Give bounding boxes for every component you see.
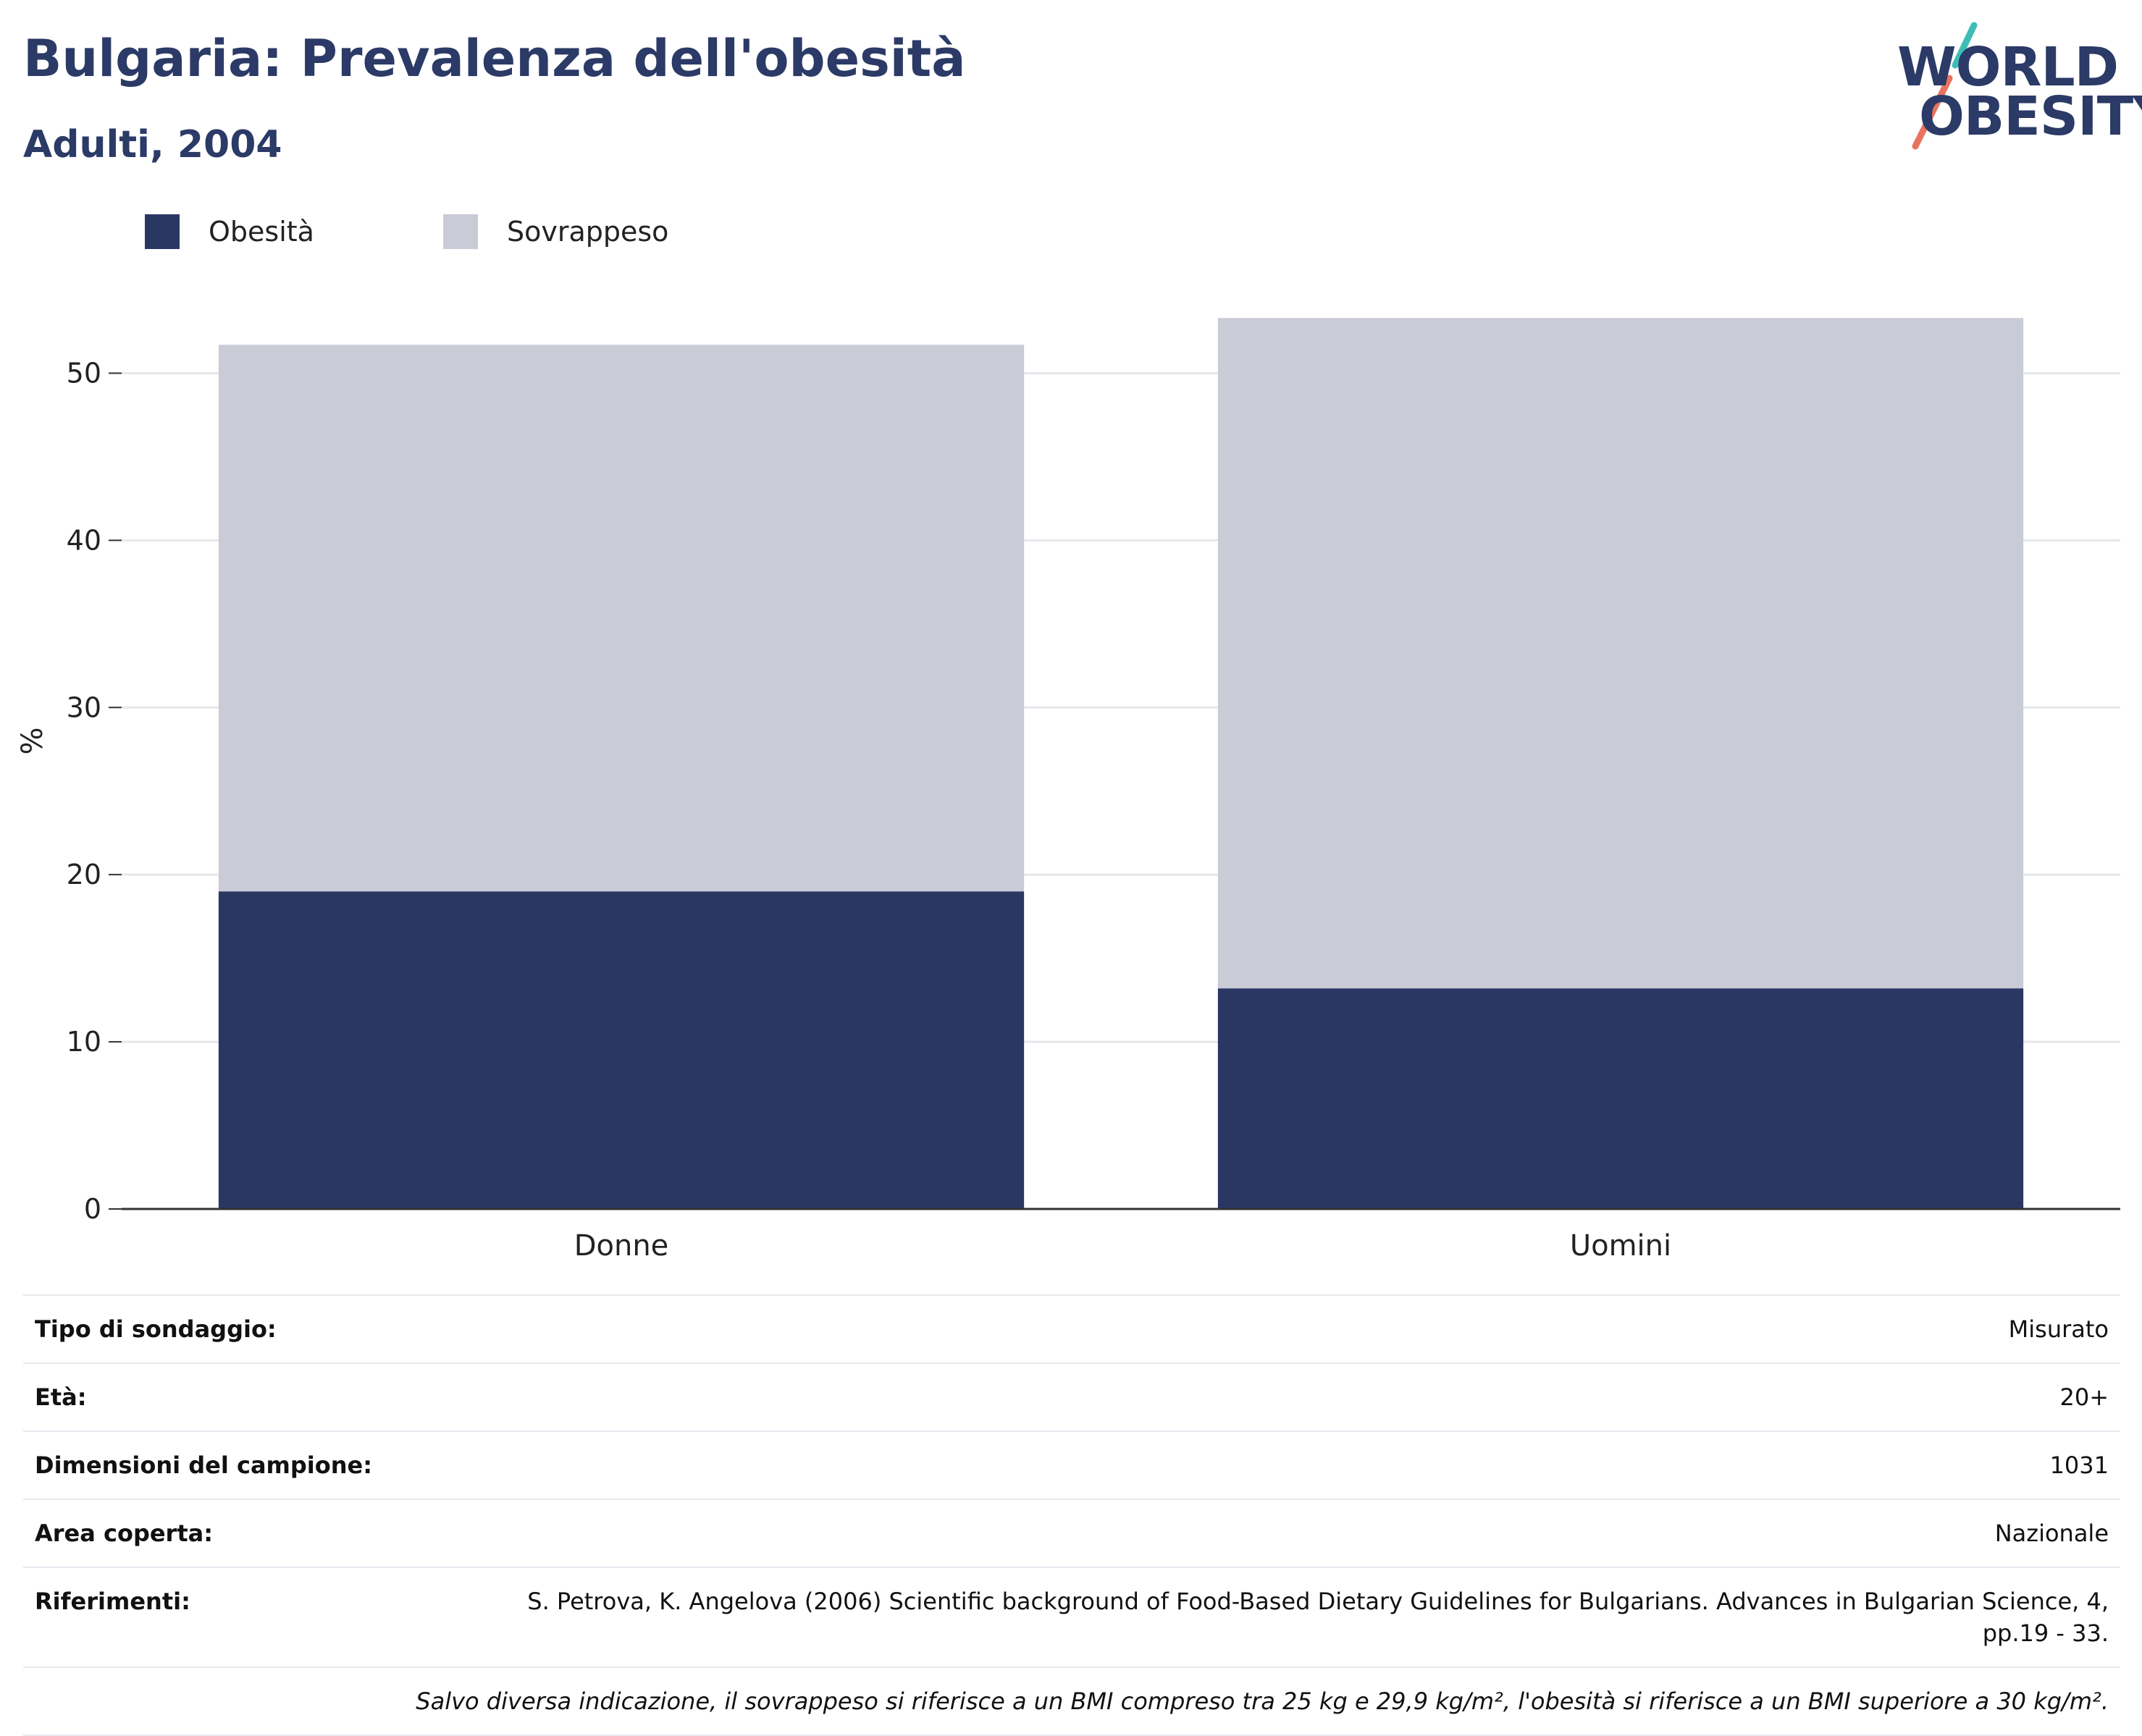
bar-overweight-uomini — [1217, 318, 2024, 989]
y-tick-label: 30 — [67, 691, 101, 723]
info-value: S. Petrova, K. Angelova (2006) Scientifi… — [452, 1567, 2120, 1667]
info-value: 1031 — [452, 1430, 2120, 1499]
info-row: Area coperta: Nazionale — [23, 1499, 2120, 1567]
y-tick-label: 0 — [84, 1193, 101, 1225]
legend-label-overweight: Sovrappeso — [507, 216, 669, 248]
logo-line-1: WORLD — [1897, 36, 2119, 98]
x-tick-label: Uomini — [1570, 1229, 1671, 1263]
info-key: Area coperta: — [23, 1499, 452, 1567]
page-title: Bulgaria: Prevalenza dell'obesità — [23, 29, 966, 88]
info-value: Misurato — [452, 1294, 2120, 1363]
bmi-definition-note: Salvo diversa indicazione, il sovrappeso… — [23, 1667, 2120, 1736]
y-axis-label: % — [16, 727, 49, 754]
bar-chart: 0 10 20 30 40 50% Donne Uomini — [16, 318, 2120, 1263]
info-key: Riferimenti: — [23, 1567, 452, 1667]
bar-obesity-uomini — [1217, 988, 2024, 1209]
x-tick-label: Donne — [574, 1229, 669, 1263]
y-tick-label: 40 — [67, 524, 101, 556]
bar-obesity-donne — [218, 891, 1025, 1209]
survey-info-table: Tipo di sondaggio: Misurato Età: 20+ Dim… — [23, 1294, 2120, 1736]
legend-item-obesity: Obesità — [145, 214, 314, 249]
info-row: Dimensioni del campione: 1031 — [23, 1430, 2120, 1499]
info-key: Età: — [23, 1362, 452, 1431]
logo-line-2: OBESITY — [1919, 85, 2142, 148]
y-tick-label: 10 — [67, 1026, 101, 1058]
info-row: Età: 20+ — [23, 1362, 2120, 1431]
info-note-row: Salvo diversa indicazione, il sovrappeso… — [23, 1667, 2120, 1736]
bar-overweight-donne — [218, 345, 1025, 892]
world-obesity-logo: WORLD OBESITY — [1883, 22, 2142, 152]
legend-swatch-obesity — [145, 214, 180, 249]
info-value: Nazionale — [452, 1499, 2120, 1567]
info-key: Tipo di sondaggio: — [23, 1294, 452, 1363]
logo-slash-icon — [1912, 22, 1978, 150]
info-key: Dimensioni del campione: — [23, 1430, 452, 1499]
legend-swatch-overweight — [443, 214, 478, 249]
y-tick-label: 20 — [67, 859, 101, 890]
page-subtitle: Adulti, 2004 — [23, 123, 282, 167]
legend-item-overweight: Sovrappeso — [443, 214, 668, 249]
info-row: Tipo di sondaggio: Misurato — [23, 1294, 2120, 1363]
info-value: 20+ — [452, 1362, 2120, 1431]
y-tick-label: 50 — [67, 357, 101, 389]
legend-label-obesity: Obesità — [209, 216, 314, 248]
info-row: Riferimenti: S. Petrova, K. Angelova (20… — [23, 1567, 2120, 1667]
